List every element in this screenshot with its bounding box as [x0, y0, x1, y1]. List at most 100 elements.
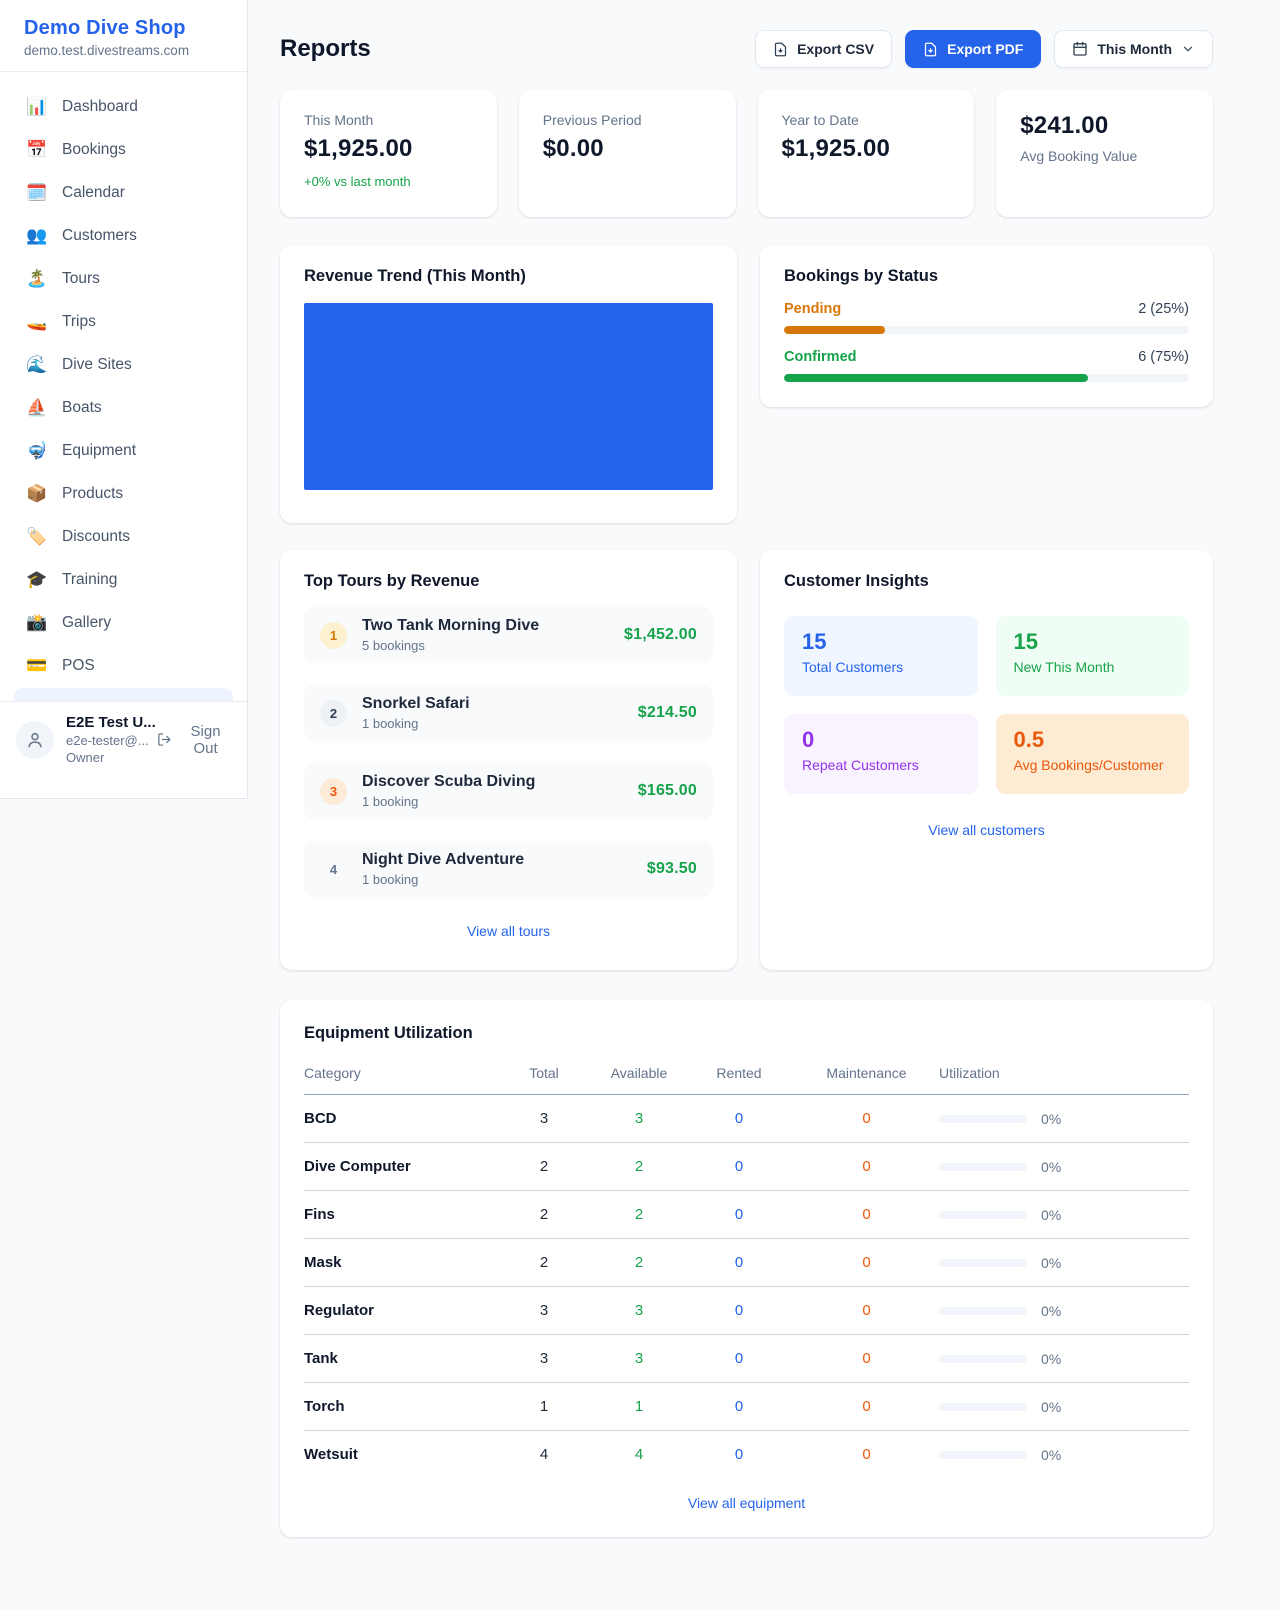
tour-bookings: 1 booking	[362, 872, 419, 887]
insight-label: Avg Bookings/Customer	[1013, 757, 1164, 773]
progress-fill	[784, 326, 886, 334]
table-row: Tank 3 3 0 0 0%	[304, 1334, 1189, 1383]
maintenance-cell: 0	[794, 1190, 939, 1239]
camera-icon: 📸	[26, 613, 48, 632]
insight-tile-avg-bookings: 0.5 Avg Bookings/Customer	[995, 714, 1189, 794]
island-icon: 🏝️	[26, 269, 48, 288]
avatar	[16, 720, 54, 759]
user-name: E2E Test U...	[66, 714, 156, 731]
sidebar-item-products[interactable]: 📦 Products	[12, 472, 235, 515]
tour-bookings: 5 bookings	[362, 638, 425, 653]
sidebar-item-calendar[interactable]: 🗓️ Calendar	[12, 171, 235, 214]
export-pdf-button[interactable]: Export PDF	[905, 30, 1042, 68]
available-cell: 1	[594, 1382, 684, 1431]
export-csv-button[interactable]: Export CSV	[755, 30, 893, 68]
sidebar-item-pos[interactable]: 💳 POS	[12, 644, 235, 687]
revenue-trend-title: Revenue Trend (This Month)	[304, 267, 526, 285]
table-row: Mask 2 2 0 0 0%	[304, 1238, 1189, 1287]
utilization-text: 0%	[1041, 1350, 1062, 1367]
speedboat-icon: 🚤	[26, 312, 48, 331]
sidebar-item-gallery[interactable]: 📸 Gallery	[12, 601, 235, 644]
sidebar-item-bookings[interactable]: 📅 Bookings	[12, 128, 235, 171]
tour-row[interactable]: 4 Night Dive Adventure 1 booking $93.50	[304, 841, 713, 897]
available-cell: 4	[634, 1446, 644, 1463]
utilization-cell: 0%	[939, 1190, 1189, 1239]
total-cell: 4	[539, 1446, 549, 1463]
package-icon: 📦	[26, 484, 48, 503]
tour-revenue: $1,452.00	[624, 626, 697, 643]
tour-row[interactable]: 3 Discover Scuba Diving 1 booking $165.0…	[304, 763, 713, 819]
utilization-text: 0%	[1041, 1398, 1062, 1415]
sidebar-item-equipment[interactable]: 🤿 Equipment	[12, 429, 235, 472]
sidebar-item-label: Tours	[62, 269, 100, 287]
sidebar-item-customers[interactable]: 👥 Customers	[12, 214, 235, 257]
category-cell: Dive Computer	[304, 1142, 494, 1191]
utilization-cell: 0%	[939, 1238, 1189, 1287]
sidebar: Demo Dive Shop demo.test.divestreams.com…	[0, 0, 248, 799]
sidebar-item-dive-sites[interactable]: 🌊 Dive Sites	[12, 343, 235, 386]
view-all-customers-link[interactable]: View all customers	[928, 822, 1045, 838]
insight-label: New This Month	[1013, 659, 1115, 675]
sidebar-nav: 📊 Dashboard 📅 Bookings 🗓️ Calendar 👥 Cus…	[0, 72, 247, 701]
insight-label: Total Customers	[802, 659, 904, 675]
tour-name: Snorkel Safari	[362, 695, 470, 712]
sidebar-item-label: POS	[62, 656, 95, 674]
equipment-table: Category Total Available Rented Maintena…	[304, 1059, 1189, 1478]
header-actions: Export CSV Export PDF This Month	[755, 30, 1213, 68]
sidebar-item-trips[interactable]: 🚤 Trips	[12, 300, 235, 343]
user-role: Owner	[66, 750, 105, 765]
bookings-by-status-title: Bookings by Status	[784, 267, 939, 285]
sidebar-item-label: Boats	[62, 398, 102, 416]
rented-cell: 0	[684, 1190, 794, 1239]
sign-out-button[interactable]: Sign Out	[157, 723, 231, 757]
stat-value: $1,925.00	[781, 135, 891, 162]
tour-row[interactable]: 1 Two Tank Morning Dive 5 bookings $1,45…	[304, 607, 713, 663]
sidebar-item-tours[interactable]: 🏝️ Tours	[12, 257, 235, 300]
category-cell: Fins	[304, 1190, 494, 1239]
rank-badge: 1	[320, 621, 347, 649]
view-all-tours-link[interactable]: View all tours	[466, 923, 550, 939]
sidebar-item-dashboard[interactable]: 📊 Dashboard	[12, 85, 235, 128]
column-header: Utilization	[939, 1059, 1189, 1095]
rented-cell: 0	[684, 1382, 794, 1431]
maintenance-cell: 0	[794, 1334, 939, 1383]
available-cell: 2	[594, 1190, 684, 1239]
stat-card-previous-period: Previous Period $0.00	[518, 90, 736, 217]
sidebar-item-reports-partial[interactable]	[14, 688, 233, 701]
rank-badge: 3	[320, 777, 347, 805]
sign-out-icon	[158, 733, 171, 746]
credit-card-icon: 💳	[26, 656, 48, 675]
tour-name: Discover Scuba Diving	[362, 773, 536, 790]
period-selector[interactable]: This Month	[1054, 30, 1213, 68]
sidebar-item-training[interactable]: 🎓 Training	[12, 558, 235, 601]
view-all-equipment-link[interactable]: View all equipment	[687, 1495, 806, 1511]
utilization-track	[939, 1210, 1027, 1219]
insight-tile-total-customers: 15 Total Customers	[784, 616, 978, 696]
category-cell: Wetsuit	[304, 1446, 358, 1463]
column-header: Total	[494, 1059, 594, 1095]
rented-cell: 0	[684, 1286, 794, 1335]
sign-out-label: Sign Out	[190, 722, 221, 757]
category-cell: Regulator	[304, 1286, 494, 1335]
total-cell: 2	[494, 1142, 594, 1191]
sidebar-item-discounts[interactable]: 🏷️ Discounts	[12, 515, 235, 558]
utilization-cell: 0%	[939, 1094, 1189, 1143]
tour-revenue: $214.50	[637, 704, 697, 721]
insight-value: 15	[1013, 629, 1038, 654]
table-row: BCD 3 3 0 0 0%	[304, 1094, 1189, 1143]
maintenance-cell: 0	[862, 1446, 871, 1463]
sidebar-item-boats[interactable]: ⛵ Boats	[12, 386, 235, 429]
total-cell: 3	[494, 1286, 594, 1335]
file-download-icon	[924, 42, 937, 56]
equipment-utilization-title: Equipment Utilization	[304, 1024, 473, 1042]
user-meta: E2E Test U... e2e-tester@... Owner	[66, 714, 156, 765]
available-cell: 3	[594, 1334, 684, 1383]
progress-fill	[784, 374, 1088, 382]
insight-value: 0.5	[1013, 727, 1045, 752]
tour-row[interactable]: 2 Snorkel Safari 1 booking $214.50	[304, 685, 713, 741]
rank-badge: 2	[320, 699, 347, 727]
stat-value: $0.00	[542, 135, 604, 162]
users-icon: 👥	[26, 226, 48, 245]
insight-label: Repeat Customers	[802, 757, 919, 773]
utilization-track	[939, 1402, 1027, 1411]
